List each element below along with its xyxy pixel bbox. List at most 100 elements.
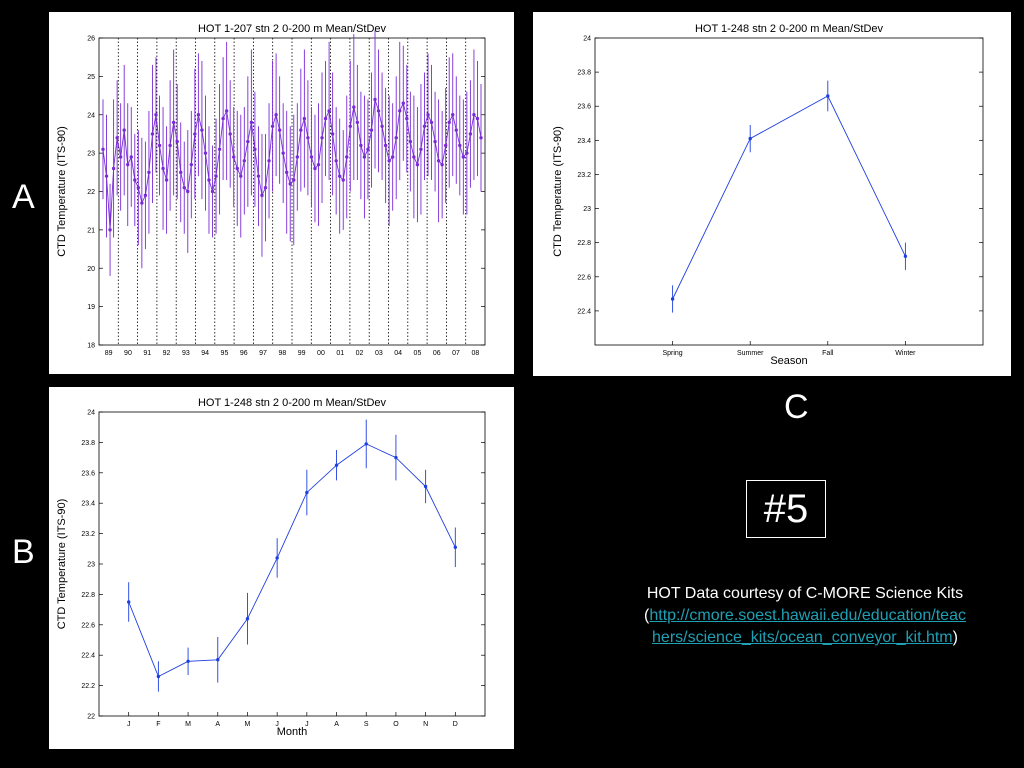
data-point bbox=[210, 189, 215, 194]
data-point bbox=[235, 166, 239, 171]
credit-link[interactable]: http://cmore.soest.hawaii.edu/education/… bbox=[649, 607, 966, 646]
y-tick-label: 23.4 bbox=[81, 501, 95, 508]
label-a: A bbox=[12, 178, 35, 216]
data-point bbox=[143, 193, 148, 198]
data-point bbox=[126, 162, 130, 167]
x-tick-label: N bbox=[423, 721, 428, 728]
data-point bbox=[348, 124, 352, 128]
data-point bbox=[394, 136, 398, 140]
data-point bbox=[443, 143, 448, 148]
x-tick-label: 01 bbox=[336, 350, 344, 357]
data-point bbox=[216, 658, 220, 662]
data-point bbox=[401, 101, 405, 105]
data-point bbox=[299, 128, 303, 132]
y-tick-label: 22.6 bbox=[577, 274, 591, 281]
data-point bbox=[472, 113, 476, 117]
data-point bbox=[133, 178, 137, 182]
data-point bbox=[334, 463, 339, 467]
data-point bbox=[136, 185, 141, 190]
y-axis-label: CTD Temperature (ITS-90) bbox=[56, 126, 68, 257]
x-tick-label: 03 bbox=[375, 350, 383, 357]
data-point bbox=[433, 139, 437, 144]
data-point bbox=[150, 132, 155, 136]
y-tick-label: 25 bbox=[87, 74, 95, 81]
y-tick-label: 24 bbox=[583, 36, 591, 43]
data-point bbox=[253, 147, 257, 151]
x-tick-label: 95 bbox=[221, 350, 229, 357]
data-point bbox=[242, 159, 247, 163]
data-point bbox=[108, 228, 112, 232]
x-tick-label: A bbox=[215, 721, 220, 728]
data-point bbox=[408, 139, 413, 144]
data-point bbox=[345, 155, 349, 159]
data-point bbox=[292, 178, 296, 182]
x-axis-label: Season bbox=[770, 355, 807, 367]
x-tick-label: M bbox=[185, 721, 191, 728]
x-tick-label: 00 bbox=[317, 350, 325, 357]
data-point bbox=[224, 109, 229, 113]
y-tick-label: 23 bbox=[87, 151, 95, 158]
data-point bbox=[320, 136, 324, 140]
chart-b-svg: HOT 1-248 stn 2 0-200 m Mean/StDev CTD Te… bbox=[56, 397, 486, 738]
x-tick-label: D bbox=[453, 721, 458, 728]
data-point bbox=[221, 116, 225, 121]
y-tick-label: 23.2 bbox=[81, 531, 95, 538]
y-tick-label: 26 bbox=[87, 36, 95, 43]
slide-number-badge: #5 bbox=[746, 480, 826, 538]
x-tick-label: 89 bbox=[105, 350, 113, 357]
chart-panel-b: HOT 1-248 stn 2 0-200 m Mean/StDev CTD Te… bbox=[49, 387, 514, 749]
credit-line: HOT Data courtesy of C-MORE Science Kits bbox=[646, 585, 964, 602]
data-point bbox=[355, 120, 360, 125]
data-point bbox=[398, 109, 402, 113]
data-point bbox=[249, 120, 254, 125]
credit-text: HOT Data courtesy of C-MORE Science Kits… bbox=[640, 583, 970, 649]
data-point bbox=[186, 189, 190, 194]
data-point bbox=[390, 155, 395, 159]
x-tick-label: Spring bbox=[662, 350, 682, 357]
data-point bbox=[453, 545, 458, 549]
data-point bbox=[305, 490, 309, 495]
data-point bbox=[376, 109, 381, 113]
chart-panel-a: HOT 1-207 stn 2 0-200 m Mean/StDev CTD Te… bbox=[49, 12, 514, 374]
x-tick-label: S bbox=[364, 721, 369, 728]
data-point bbox=[316, 162, 321, 167]
data-point bbox=[826, 94, 830, 98]
y-tick-label: 22.6 bbox=[81, 622, 95, 629]
data-point bbox=[387, 159, 391, 163]
x-tick-label: 92 bbox=[163, 350, 171, 357]
x-tick-label: 06 bbox=[433, 350, 441, 357]
x-tick-label: F bbox=[156, 721, 160, 728]
x-tick-label: Winter bbox=[895, 350, 916, 357]
credit-open-paren: ( bbox=[644, 607, 650, 624]
y-tick-label: 18 bbox=[87, 343, 95, 350]
data-point bbox=[359, 143, 363, 148]
chart-title: HOT 1-207 stn 2 0-200 m Mean/StDev bbox=[198, 23, 387, 35]
data-point bbox=[245, 617, 250, 621]
data-point bbox=[281, 151, 285, 155]
series-line bbox=[672, 95, 906, 300]
data-point bbox=[454, 128, 458, 132]
data-point bbox=[323, 116, 328, 121]
data-point bbox=[179, 170, 183, 175]
y-axis-label: CTD Temperature (ITS-90) bbox=[56, 499, 68, 630]
data-point bbox=[277, 128, 282, 132]
y-tick-label: 22.8 bbox=[577, 240, 591, 247]
data-point bbox=[171, 120, 176, 125]
data-point bbox=[373, 97, 377, 102]
data-point bbox=[458, 143, 462, 148]
data-point bbox=[246, 139, 250, 144]
data-point bbox=[126, 600, 131, 604]
data-point bbox=[468, 132, 473, 136]
x-tick-label: 93 bbox=[182, 350, 190, 357]
data-point bbox=[429, 120, 434, 125]
data-point bbox=[147, 170, 151, 175]
y-tick-label: 22.8 bbox=[81, 592, 95, 599]
y-tick-label: 22.4 bbox=[577, 308, 591, 315]
x-tick-label: 90 bbox=[124, 350, 132, 357]
data-point bbox=[217, 147, 222, 151]
data-point bbox=[302, 116, 307, 121]
x-tick-label: 04 bbox=[394, 350, 402, 357]
chart-c-svg: HOT 1-248 stn 2 0-200 m Mean/StDev CTD Te… bbox=[552, 23, 984, 367]
data-point bbox=[129, 155, 133, 159]
label-c: C bbox=[784, 388, 809, 426]
